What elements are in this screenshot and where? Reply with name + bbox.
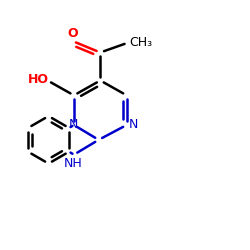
Text: N: N <box>129 118 138 132</box>
Text: CH₃: CH₃ <box>129 36 152 49</box>
Text: O: O <box>67 27 78 40</box>
Text: NH: NH <box>64 157 82 170</box>
Text: N: N <box>69 118 78 132</box>
Text: HO: HO <box>28 73 48 86</box>
